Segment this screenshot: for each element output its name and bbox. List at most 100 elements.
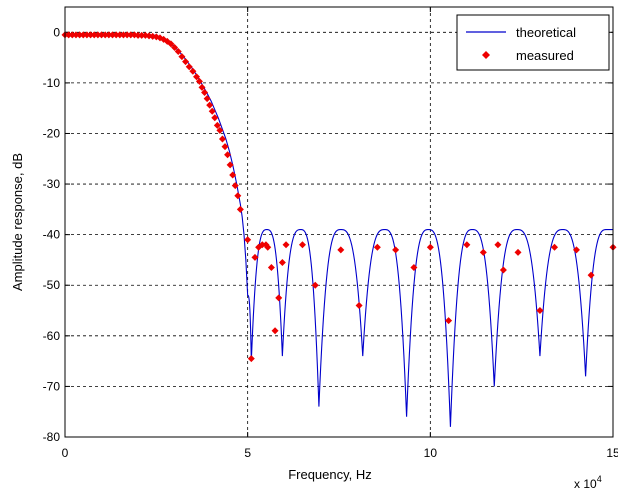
measured-point	[185, 63, 193, 71]
measured-point	[251, 253, 259, 261]
legend-theoretical-label: theoretical	[516, 25, 576, 40]
measured-point	[572, 246, 580, 254]
measured-point	[189, 67, 197, 75]
y-tick-label: -80	[43, 430, 61, 444]
legend: theoretical measured	[456, 14, 610, 71]
measured-point	[83, 31, 91, 39]
measured-point	[94, 31, 102, 39]
measured-point	[311, 281, 319, 289]
measured-point	[282, 241, 290, 249]
measured-point	[229, 171, 237, 179]
measured-point	[178, 53, 186, 61]
measured-point	[494, 241, 502, 249]
measured-point	[587, 271, 595, 279]
measured-point	[258, 241, 266, 249]
x-axis-title: Frequency, Hz	[288, 467, 372, 482]
measured-point	[171, 43, 179, 51]
measured-point	[211, 114, 219, 122]
measured-point	[90, 31, 98, 39]
measured-point	[264, 243, 272, 251]
measured-point	[127, 31, 135, 39]
measured-point	[68, 31, 76, 39]
measured-series	[61, 31, 617, 363]
measured-point	[410, 264, 418, 272]
measured-point	[208, 107, 216, 115]
measured-point	[216, 126, 224, 134]
measured-point	[105, 31, 113, 39]
x-tick-label: 10	[424, 446, 438, 460]
measured-point	[463, 241, 471, 249]
y-tick-label: -20	[43, 126, 61, 140]
x-axis-multiplier-base: x 10	[574, 477, 597, 491]
measured-point	[278, 258, 286, 266]
measured-point	[101, 31, 109, 39]
measured-point	[174, 48, 182, 56]
measured-point	[536, 307, 544, 315]
plot-area-frame	[64, 6, 614, 438]
measured-point	[551, 243, 559, 251]
legend-measured-label: measured	[516, 48, 574, 63]
measured-point	[72, 31, 80, 39]
measured-point	[79, 31, 87, 39]
measured-point	[108, 31, 116, 39]
x-axis-multiplier-exponent: 4	[597, 474, 602, 484]
measured-point	[426, 243, 434, 251]
theoretical-line	[65, 33, 613, 427]
measured-point	[198, 83, 206, 91]
measured-point	[224, 151, 232, 159]
grid-lines	[65, 7, 613, 437]
measured-point	[267, 264, 275, 272]
measured-point	[167, 40, 175, 48]
measured-point	[112, 31, 120, 39]
measured-point	[275, 294, 283, 302]
measured-point	[499, 266, 507, 274]
measured-point	[298, 241, 306, 249]
measured-point	[193, 73, 201, 81]
y-tick-label: -60	[43, 329, 61, 343]
measured-point	[134, 31, 142, 39]
measured-point	[445, 317, 453, 325]
measured-point	[87, 31, 95, 39]
measured-point	[201, 88, 209, 96]
measured-point	[218, 135, 226, 143]
y-tick-label: 0	[53, 25, 60, 39]
measured-point	[271, 327, 279, 335]
legend-measured-marker	[482, 51, 490, 59]
measured-point	[236, 205, 244, 213]
measured-point	[138, 31, 146, 39]
measured-point	[119, 31, 127, 39]
measured-point	[116, 31, 124, 39]
measured-point	[234, 192, 242, 200]
y-tick-label: -70	[43, 379, 61, 393]
tick-labels: 0-10-20-30-40-50-60-70-800 5 10 15	[43, 25, 618, 460]
measured-point	[231, 182, 239, 190]
measured-point	[65, 31, 73, 39]
measured-point	[182, 58, 190, 66]
measured-point	[247, 355, 255, 363]
measured-point	[203, 95, 211, 103]
y-axis-title: Amplitude response, dB	[10, 153, 25, 291]
y-tick-label: -50	[43, 278, 61, 292]
measured-point	[213, 121, 221, 129]
measured-point	[76, 31, 84, 39]
measured-point	[244, 236, 252, 244]
theoretical-series	[65, 33, 613, 427]
y-tick-label: -40	[43, 228, 61, 242]
measured-point	[392, 246, 400, 254]
y-tick-label: -10	[43, 76, 61, 90]
measured-point	[514, 248, 522, 256]
measured-point	[355, 301, 363, 309]
measured-point	[337, 246, 345, 254]
measured-point	[206, 101, 214, 109]
measured-point	[123, 31, 131, 39]
measured-point	[98, 31, 106, 39]
measured-point	[479, 248, 487, 256]
measured-point	[226, 161, 234, 169]
x-axis-multiplier: x 104	[574, 474, 602, 491]
x-tick-label: 15	[606, 446, 618, 460]
measured-point	[221, 143, 229, 151]
y-tick-label: -30	[43, 177, 61, 191]
x-tick-label: 5	[244, 446, 251, 460]
measured-point	[195, 77, 203, 85]
